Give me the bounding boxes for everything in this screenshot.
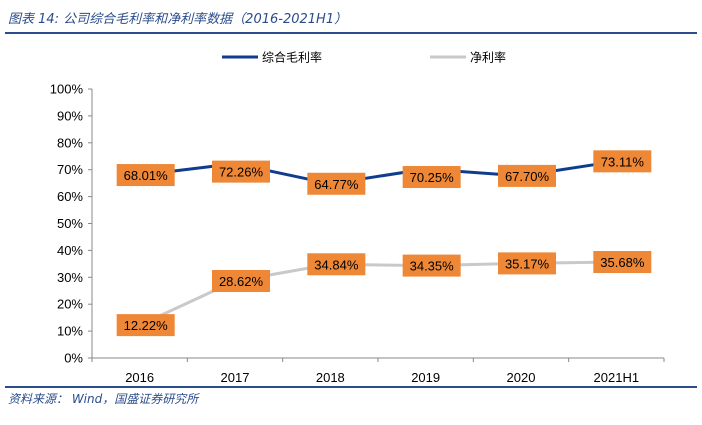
y-tick-label: 20% <box>57 297 83 312</box>
y-tick-label: 70% <box>57 162 83 177</box>
data-label-box <box>307 253 366 276</box>
data-label: 64.77% <box>314 177 359 192</box>
data-label: 70.25% <box>410 170 455 185</box>
data-label: 72.26% <box>219 165 264 180</box>
data-label: 35.68% <box>600 255 645 270</box>
y-tick-label: 0% <box>64 351 83 366</box>
data-label: 34.84% <box>314 257 359 272</box>
legend-label: 综合毛利率 <box>262 50 322 65</box>
data-label-box <box>498 252 556 275</box>
data-label-box <box>307 172 366 195</box>
x-tick-label: 2021H1 <box>594 370 640 385</box>
y-tick-label: 90% <box>57 108 83 123</box>
data-label-box <box>593 251 652 274</box>
data-label-box <box>116 164 175 187</box>
x-tick-label: 2016 <box>125 370 154 385</box>
legend-label: 净利率 <box>470 50 506 65</box>
y-tick-label: 80% <box>57 135 83 150</box>
data-label: 34.35% <box>410 259 455 274</box>
data-label: 28.62% <box>219 274 264 289</box>
data-label-box <box>402 254 461 277</box>
data-label: 68.01% <box>124 168 169 183</box>
top-rule <box>5 32 697 34</box>
data-label-box <box>212 270 270 293</box>
data-label: 35.17% <box>505 256 550 271</box>
y-tick-label: 40% <box>57 243 83 258</box>
x-tick-label: 2020 <box>507 370 536 385</box>
source-note: 资料来源： Wind，国盛证券研究所 <box>8 392 199 406</box>
y-tick-label: 10% <box>57 324 83 339</box>
data-label: 12.22% <box>124 318 169 333</box>
data-label-box <box>212 160 270 183</box>
data-label-box <box>593 150 652 173</box>
y-tick-label: 50% <box>57 216 83 231</box>
data-label: 67.70% <box>505 169 550 184</box>
x-tick-label: 2018 <box>316 370 345 385</box>
x-tick-label: 2017 <box>221 370 250 385</box>
data-label-box <box>116 314 175 337</box>
bottom-rule <box>5 386 697 388</box>
y-tick-label: 30% <box>57 270 83 285</box>
data-label-box <box>498 164 556 187</box>
x-tick-label: 2019 <box>411 370 440 385</box>
y-tick-label: 100% <box>50 82 84 97</box>
figure-title: 图表 14: 公司综合毛利率和净利率数据（2016-2021H1） <box>8 12 348 27</box>
data-label-box <box>402 166 461 189</box>
y-tick-label: 60% <box>57 189 83 204</box>
data-label: 73.11% <box>601 154 645 169</box>
